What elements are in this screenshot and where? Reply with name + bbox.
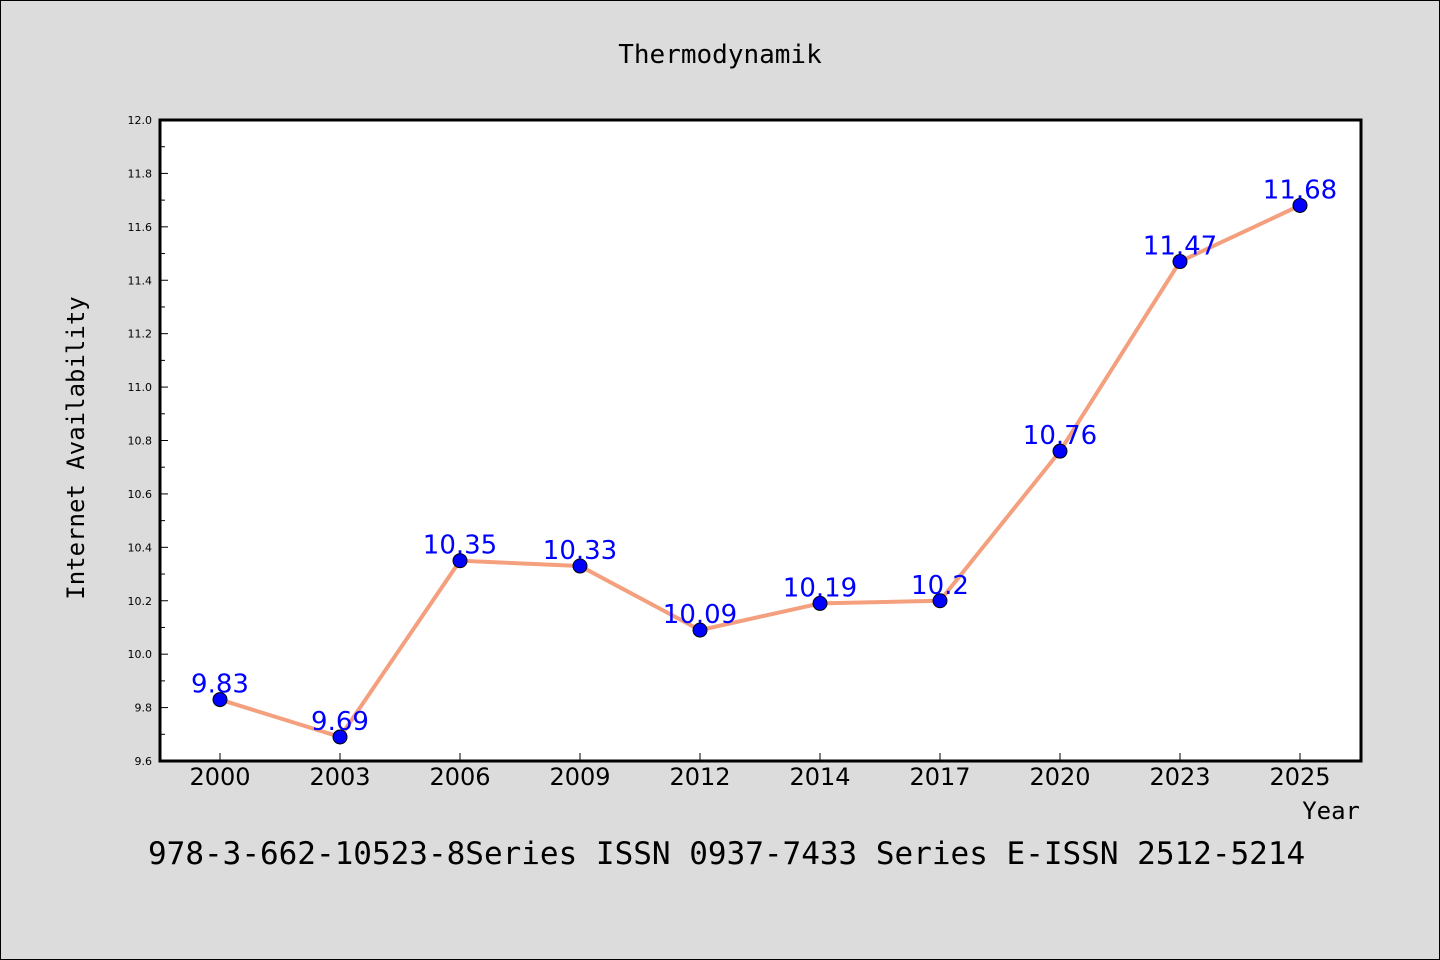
y-tick-label: 9.8 (135, 702, 153, 715)
y-tick-label: 11.4 (128, 274, 153, 287)
y-axis-label: Internet Availability (62, 296, 90, 599)
data-label: 10.19 (783, 573, 857, 603)
y-tick-label: 11.2 (128, 328, 153, 341)
data-labels: 9.83 9.69 10.35 10.33 10.09 10.19 10.2 10.76 11.… (191, 175, 1337, 736)
x-tick-label: 2003 (309, 763, 370, 791)
data-label: 10.2 (911, 571, 969, 601)
y-tick-label: 11.8 (128, 167, 153, 180)
data-point (812, 595, 828, 611)
plot-border (158, 118, 1363, 763)
data-label: 9.83 (191, 670, 249, 700)
y-tick-label: 11.0 (128, 381, 153, 394)
data-point (1292, 197, 1308, 213)
y-tick-label: 10.8 (128, 435, 153, 448)
data-point (212, 692, 228, 708)
y-tick-label: 12.0 (128, 114, 153, 127)
x-axis: 2000 2003 2006 2009 2012 2014 2017 2020 2023 2025 (189, 753, 1331, 791)
y-tick-label: 9.6 (135, 755, 153, 768)
x-tick-label: 2000 (189, 763, 250, 791)
x-tick-label: 2017 (909, 763, 970, 791)
y-tick-label: 10.6 (128, 488, 153, 501)
data-point (692, 622, 708, 638)
data-label: 10.76 (1023, 421, 1097, 451)
data-point (1172, 254, 1188, 270)
series-line-group (219, 203, 1301, 739)
data-label: 10.35 (423, 531, 497, 561)
data-points (212, 197, 1308, 745)
x-tick-label: 2023 (1149, 763, 1210, 791)
plot-area (160, 120, 1361, 761)
data-label: 9.69 (311, 707, 369, 737)
y-tick-label: 10.4 (128, 541, 153, 554)
x-tick-label: 2025 (1269, 763, 1330, 791)
data-point (932, 593, 948, 609)
y-axis: 9.6 9.8 10.0 10.2 10.4 10.6 10.8 11.0 11.2 11.4 11… (128, 114, 168, 768)
x-tick-label: 2009 (549, 763, 610, 791)
data-point (1052, 443, 1068, 459)
series-line (219, 203, 1301, 739)
y-tick-label: 11.6 (128, 221, 153, 234)
footer-text: 978-3-662-10523-8Series ISSN 0937-7433 S… (148, 836, 1305, 872)
y-tick-label: 10.2 (128, 595, 153, 608)
data-label: 10.09 (663, 600, 737, 630)
data-label: 11.47 (1143, 232, 1217, 262)
data-label: 10.33 (543, 536, 617, 566)
x-tick-label: 2014 (789, 763, 850, 791)
data-point (452, 553, 468, 569)
data-label: 11.68 (1263, 175, 1337, 205)
data-point (572, 558, 588, 574)
data-point (332, 729, 348, 745)
x-tick-label: 2012 (669, 763, 730, 791)
y-tick-label: 10.0 (128, 648, 153, 661)
x-axis-label: Year (1302, 797, 1360, 825)
x-tick-label: 2020 (1029, 763, 1090, 791)
x-tick-label: 2006 (429, 763, 490, 791)
chart-title: Thermodynamik (618, 40, 822, 70)
